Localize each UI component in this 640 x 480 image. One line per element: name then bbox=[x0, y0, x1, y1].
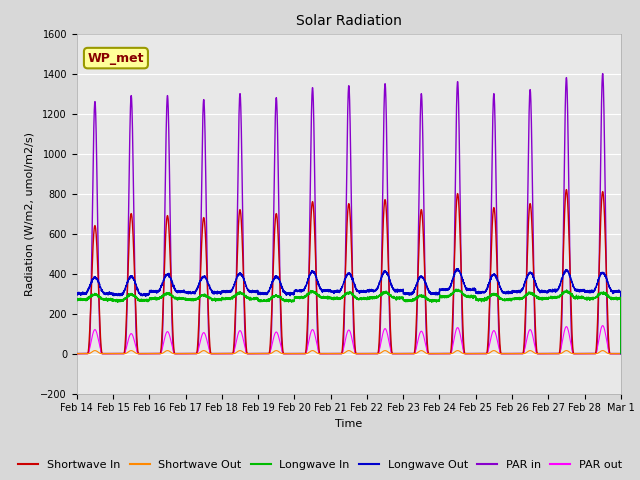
Shortwave Out bbox=[502, 351, 509, 357]
Shortwave In bbox=[73, 351, 81, 357]
PAR out bbox=[328, 351, 336, 357]
PAR out bbox=[502, 351, 509, 357]
PAR out bbox=[73, 351, 81, 357]
Shortwave Out bbox=[91, 348, 99, 353]
PAR in bbox=[73, 351, 81, 357]
PAR in bbox=[599, 71, 607, 76]
Shortwave In bbox=[471, 351, 479, 357]
Shortwave In bbox=[563, 187, 570, 192]
Line: Longwave Out: Longwave Out bbox=[77, 269, 621, 354]
Shortwave In bbox=[440, 351, 448, 357]
Longwave Out bbox=[502, 291, 509, 297]
Longwave In bbox=[502, 296, 509, 302]
Line: Longwave In: Longwave In bbox=[77, 289, 621, 353]
Shortwave In bbox=[617, 351, 625, 357]
Longwave In bbox=[171, 295, 179, 300]
Longwave Out bbox=[171, 287, 179, 292]
Shortwave Out bbox=[171, 351, 179, 357]
PAR in bbox=[616, 351, 624, 357]
Longwave Out bbox=[452, 266, 460, 272]
X-axis label: Time: Time bbox=[335, 419, 362, 429]
Longwave In bbox=[616, 296, 624, 301]
Shortwave In bbox=[502, 351, 509, 357]
Shortwave Out bbox=[616, 351, 624, 357]
Longwave In bbox=[328, 295, 336, 301]
Shortwave In bbox=[328, 351, 336, 357]
PAR in bbox=[471, 351, 479, 357]
Line: PAR out: PAR out bbox=[77, 325, 621, 354]
Title: Solar Radiation: Solar Radiation bbox=[296, 14, 402, 28]
PAR in bbox=[502, 351, 509, 357]
PAR out bbox=[617, 351, 625, 357]
Longwave Out bbox=[328, 288, 336, 294]
Longwave Out bbox=[73, 291, 81, 297]
PAR in bbox=[171, 351, 179, 357]
Longwave Out bbox=[440, 287, 448, 292]
PAR out bbox=[616, 351, 624, 357]
PAR out bbox=[599, 323, 607, 328]
PAR in bbox=[440, 351, 448, 357]
Longwave Out bbox=[616, 288, 624, 294]
Shortwave Out bbox=[471, 351, 479, 357]
Longwave In bbox=[617, 350, 625, 356]
Line: PAR in: PAR in bbox=[77, 73, 621, 354]
Longwave In bbox=[73, 298, 81, 303]
Longwave In bbox=[454, 287, 462, 292]
Shortwave Out bbox=[73, 351, 81, 357]
PAR in bbox=[328, 351, 336, 357]
Shortwave In bbox=[616, 351, 624, 357]
Longwave In bbox=[471, 293, 479, 299]
Legend: Shortwave In, Shortwave Out, Longwave In, Longwave Out, PAR in, PAR out: Shortwave In, Shortwave Out, Longwave In… bbox=[14, 456, 626, 474]
Y-axis label: Radiation (W/m2, umol/m2/s): Radiation (W/m2, umol/m2/s) bbox=[25, 132, 35, 296]
Text: WP_met: WP_met bbox=[88, 51, 144, 65]
PAR out bbox=[171, 350, 179, 356]
Longwave Out bbox=[617, 351, 625, 357]
Shortwave In bbox=[171, 350, 179, 356]
PAR out bbox=[471, 351, 479, 357]
Longwave Out bbox=[471, 287, 479, 293]
Shortwave Out bbox=[617, 351, 625, 357]
Longwave In bbox=[440, 294, 448, 300]
Shortwave Out bbox=[329, 351, 337, 357]
Shortwave Out bbox=[441, 351, 449, 357]
PAR in bbox=[617, 351, 625, 357]
PAR out bbox=[440, 351, 448, 357]
Line: Shortwave Out: Shortwave Out bbox=[77, 350, 621, 354]
Line: Shortwave In: Shortwave In bbox=[77, 190, 621, 354]
